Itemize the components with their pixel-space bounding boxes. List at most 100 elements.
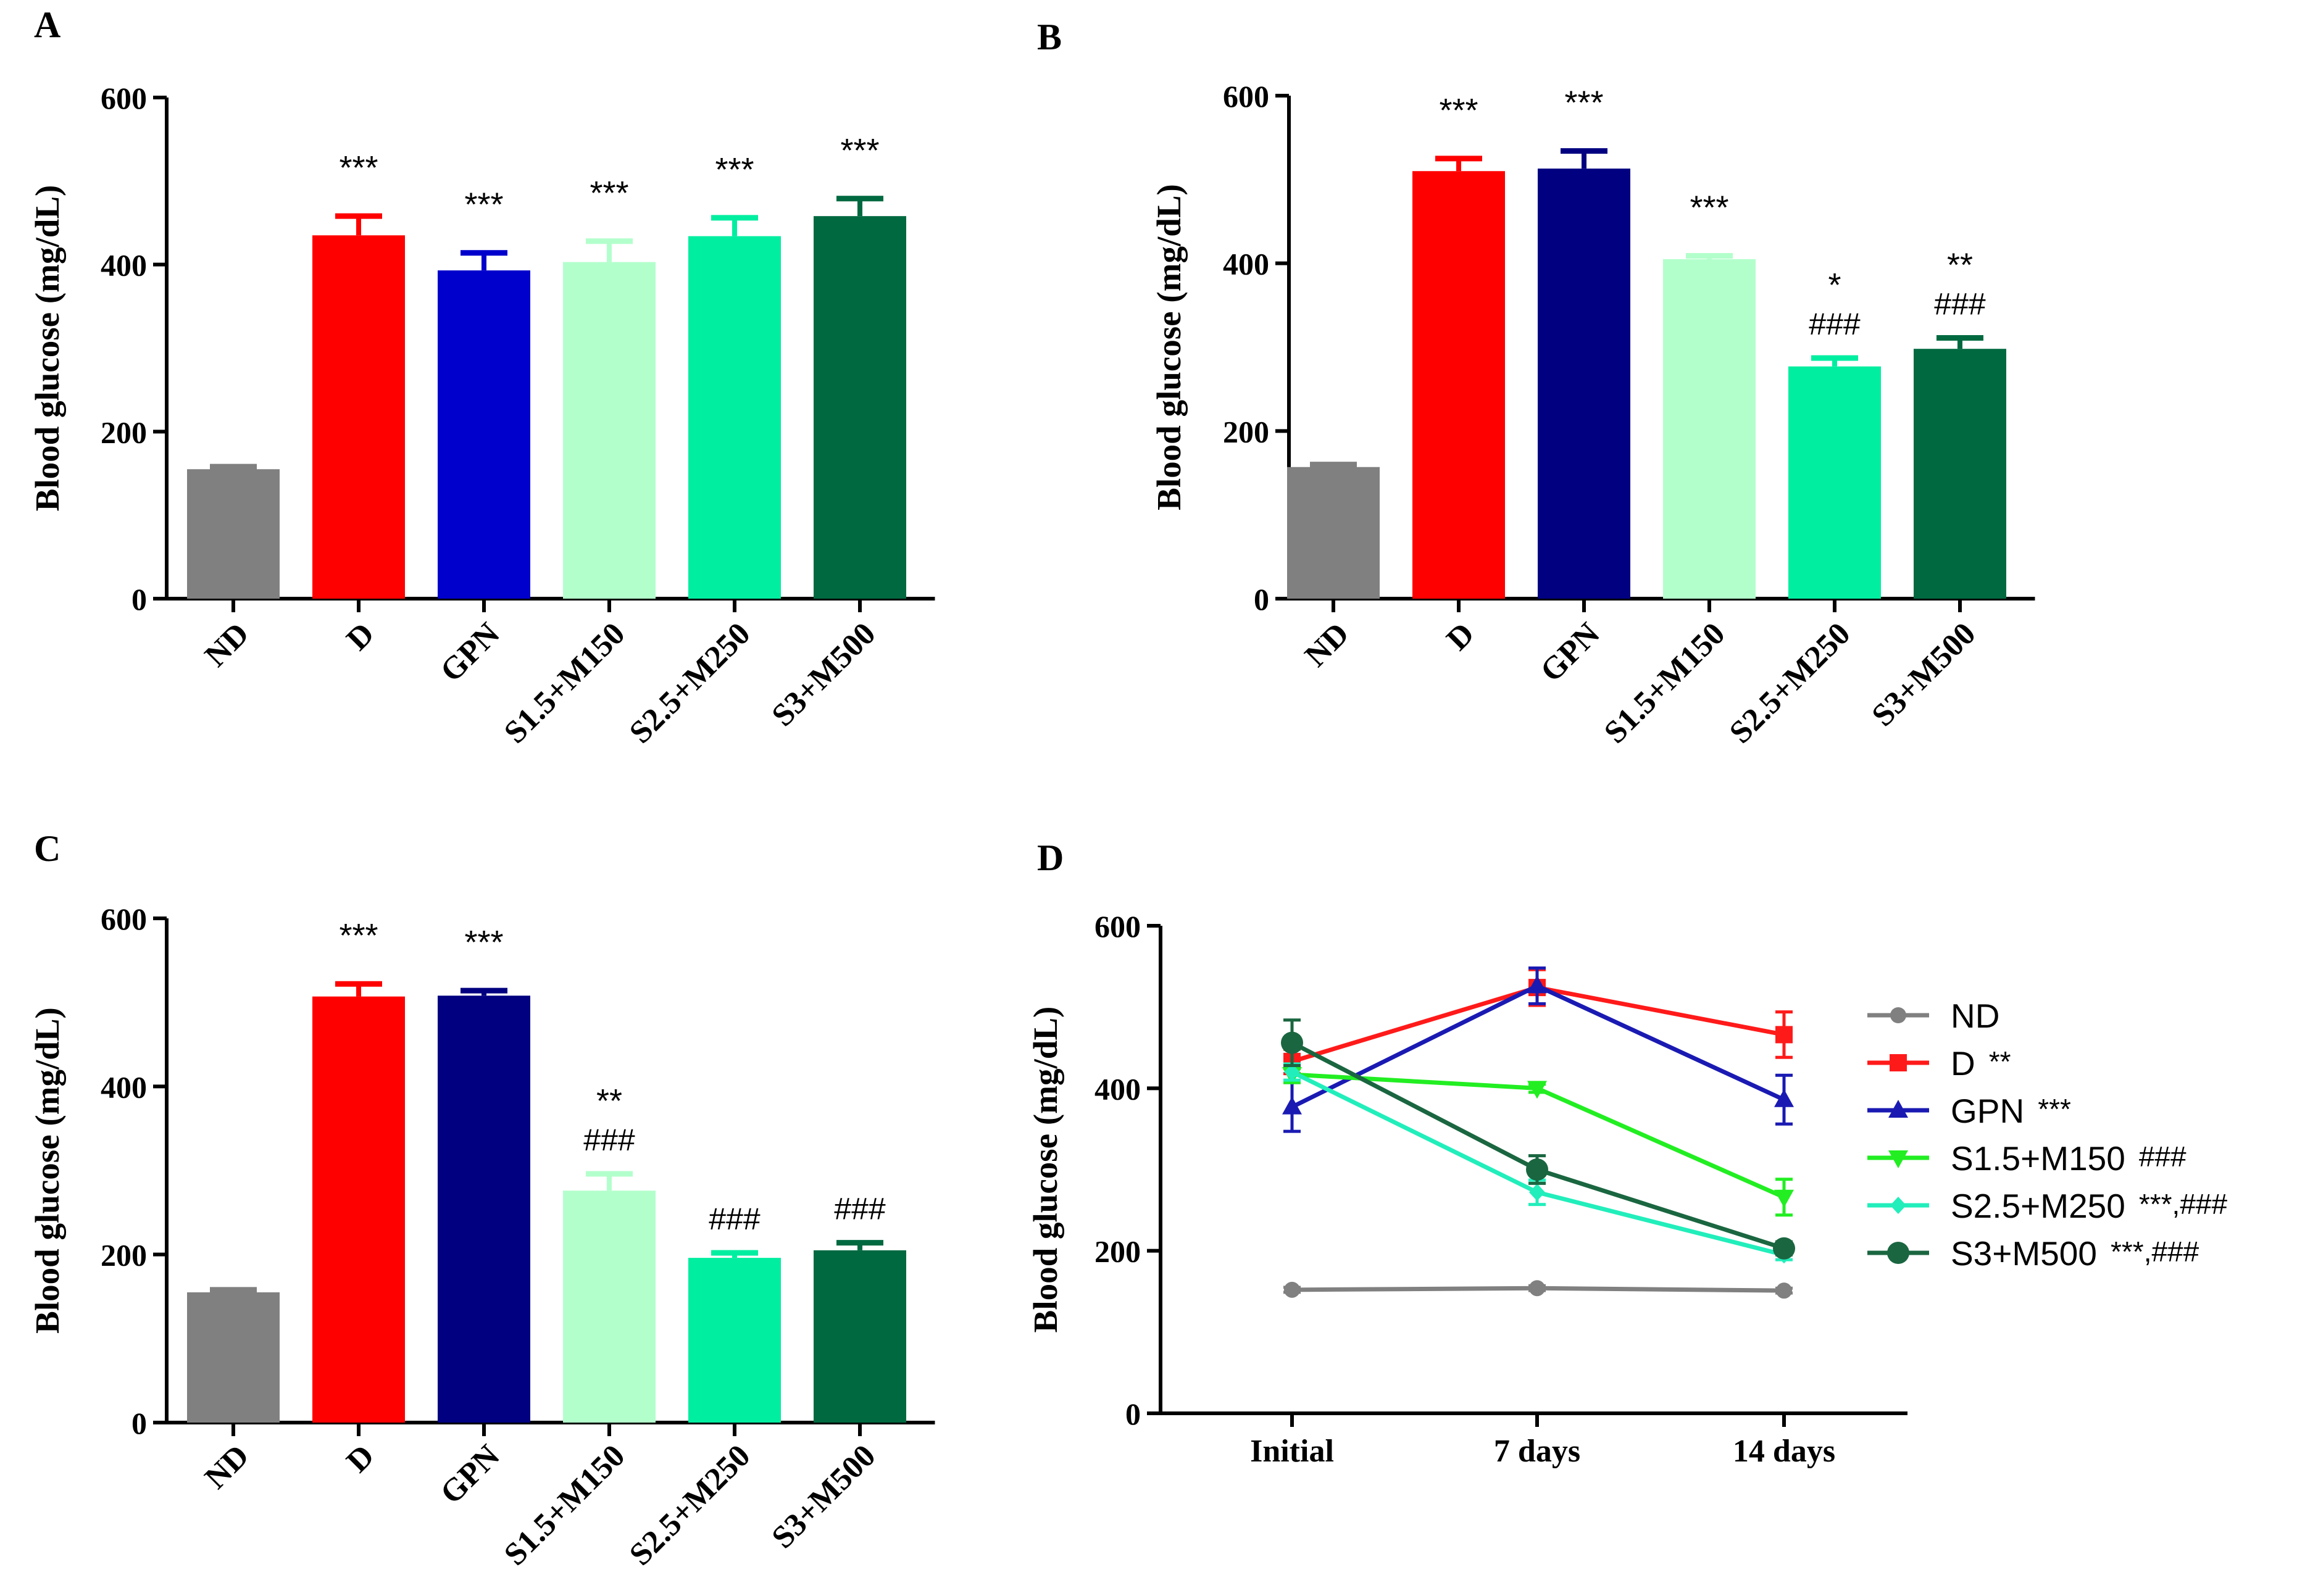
panel-c-bar-d	[312, 996, 405, 1423]
panel-a: A 0 200 400 600 Blood glucose (mg/dL) ND D *** G…	[28, 4, 935, 750]
panel-a-sig-star-s2-5-m250: ***	[715, 151, 754, 188]
panel-b-sig-star-s2-5-m250: *	[1828, 267, 1841, 304]
panel-d-legend-sig-gpn: ***	[2038, 1093, 2071, 1125]
panel-d-y-tick-label: 400	[1094, 1071, 1141, 1106]
panel-d-x-label-initial: Initial	[1250, 1434, 1334, 1469]
panel-b-sig-star-d: ***	[1439, 92, 1478, 129]
panel-a-bar-s2-5-m250	[688, 236, 781, 599]
panel-d-point-gpn	[1282, 1096, 1302, 1115]
panel-b-bar-s1-5-m150	[1663, 259, 1756, 599]
panel-b-sig-hash-s2-5-m250: ###	[1809, 307, 1861, 341]
panel-d-point-gpn	[1774, 1089, 1794, 1107]
panel-b-y-tick-label: 400	[1223, 247, 1269, 281]
panel-a-bar-s3-m500	[814, 216, 906, 599]
panel-d-series-gpn	[1282, 966, 1794, 1133]
panel-c-bar-s3-m500	[814, 1250, 906, 1423]
panel-d-legend-sig-s3-m500: ***,###	[2111, 1236, 2199, 1268]
panel-a-sig-star-d: ***	[339, 149, 378, 186]
panel-b-x-label-s1-5-m150: S1.5+M150	[1598, 616, 1732, 750]
panel-b-bar-nd	[1287, 467, 1380, 599]
panel-d-line-s3-m500	[1291, 1041, 1785, 1251]
panel-c-bar-gpn	[438, 995, 530, 1423]
panel-d-series-s3-m500	[1281, 1018, 1795, 1260]
panel-a-y-tick-label: 200	[101, 415, 147, 449]
panel-d: D 0 200 400 600 Blood glucose (mg/dL) Initial…	[1027, 837, 2227, 1469]
panel-d-legend-name-gpn: GPN	[1951, 1092, 2024, 1130]
panel-d-legend-label-s3-m500: S3+M500 ***,###	[1951, 1234, 2199, 1273]
panel-c-x-label-s1-5-m150: S1.5+M150	[498, 1438, 632, 1573]
panel-b-bar-gpn	[1538, 168, 1630, 599]
panel-c-y-tick-label: 0	[131, 1406, 147, 1440]
panel-c-sig-hash-s3-m500: ###	[834, 1192, 886, 1226]
panel-c-bar-nd	[187, 1292, 280, 1423]
panel-b-y-tick-label: 200	[1223, 414, 1269, 449]
panel-d-x-label-14-days: 14 days	[1733, 1434, 1835, 1469]
panel-b-sig-star-gpn: ***	[1564, 85, 1603, 122]
panel-d-point-s3-m500	[1281, 1031, 1303, 1054]
panel-b-sig-hash-s3-m500: ###	[1934, 287, 1986, 322]
panel-c-y-tick-label: 600	[101, 902, 147, 936]
panel-c-y-axis-label: Blood glucose (mg/dL)	[28, 1007, 66, 1334]
panel-a-sig-star-s3-m500: ***	[840, 132, 879, 169]
panel-d-point-nd	[1284, 1281, 1300, 1298]
panel-a-x-label-s1-5-m150: S1.5+M150	[498, 616, 632, 750]
panel-c-x-label-gpn: GPN	[434, 1438, 507, 1511]
panel-b-x-label-gpn: GPN	[1534, 616, 1607, 689]
panel-d-letter: D	[1037, 837, 1064, 878]
panel-a-bar-s1-5-m150	[563, 262, 656, 599]
panel-b-y-axis-label: Blood glucose (mg/dL)	[1150, 184, 1188, 510]
panel-c-y-tick-label: 200	[101, 1238, 147, 1273]
panel-a-y-tick-label: 400	[101, 248, 147, 283]
panel-a-sig-star-s1-5-m150: ***	[590, 175, 628, 212]
panel-d-legend-label-s1-5-m150: S1.5+M150 ###	[1951, 1139, 2187, 1178]
panel-a-y-axis-label: Blood glucose (mg/dL)	[28, 185, 66, 512]
panel-b-y-tick-label: 600	[1223, 79, 1269, 114]
panel-d-point-nd	[1776, 1282, 1792, 1299]
panel-d-legend-sig-s1-5-m150: ###	[2139, 1141, 2187, 1173]
panel-b-bar-d	[1412, 171, 1505, 599]
panel-c-x-label-s3-m500: S3+M500	[765, 1438, 883, 1555]
panel-b-x-label-d: D	[1440, 616, 1482, 657]
panel-d-y-tick-label: 600	[1094, 909, 1141, 944]
panel-c-bar-s2-5-m250	[688, 1258, 781, 1423]
panel-d-y-tick-label: 0	[1125, 1397, 1141, 1431]
panel-a-sig-star-gpn: ***	[464, 186, 503, 223]
panel-c-x-label-d: D	[340, 1438, 381, 1479]
panel-a-x-label-s3-m500: S3+M500	[765, 616, 883, 733]
panel-d-point-s3-m500	[1773, 1237, 1795, 1260]
panel-a-x-label-gpn: GPN	[434, 616, 507, 689]
panel-b-x-label-s3-m500: S3+M500	[1866, 616, 1983, 733]
panel-c-x-label-s2-5-m250: S2.5+M250	[623, 1438, 757, 1573]
panel-c-sig-star-gpn: ***	[464, 924, 503, 961]
panel-b-sig-star-s1-5-m150: ***	[1690, 189, 1728, 226]
panel-d-legend-label-gpn: GPN ***	[1951, 1092, 2071, 1130]
panel-d-point-s1-5-m150	[1527, 1081, 1547, 1099]
panel-d-legend-marker-s2-5-m250	[1890, 1197, 1906, 1214]
panel-b-letter: B	[1037, 17, 1062, 57]
panel-a-y-tick-label: 0	[131, 582, 147, 617]
panel-d-legend-entry-s2-5-m250: S2.5+M250 ***,###	[1867, 1187, 2227, 1225]
panel-c-sig-star-s1-5-m150: **	[596, 1083, 622, 1120]
panel-d-point-s1-5-m150	[1774, 1189, 1794, 1208]
panel-b-bar-s2-5-m250	[1788, 366, 1881, 599]
panel-b-y-tick-label: 0	[1254, 582, 1269, 617]
panel-c-sig-hash-s2-5-m250: ###	[709, 1202, 761, 1236]
panel-d-x-label-7-days: 7 days	[1494, 1434, 1580, 1469]
panel-d-legend-name-d: D	[1951, 1044, 1975, 1083]
panel-a-x-label-s2-5-m250: S2.5+M250	[623, 616, 757, 750]
panel-c-bar-s1-5-m150	[563, 1191, 656, 1423]
panel-d-series-nd	[1283, 1280, 1793, 1299]
panel-c-sig-star-d: ***	[339, 917, 378, 954]
panel-d-legend-entry-s3-m500: S3+M500 ***,###	[1867, 1234, 2199, 1273]
panel-d-y-tick-label: 200	[1094, 1234, 1141, 1269]
panel-d-legend-entry-gpn: GPN ***	[1867, 1092, 2071, 1130]
panel-a-x-label-d: D	[340, 616, 381, 657]
panel-a-bar-d	[312, 235, 405, 599]
panel-d-legend-name-nd: ND	[1951, 997, 1999, 1035]
panel-d-legend-label-nd: ND	[1951, 997, 1999, 1035]
panel-d-point-gpn	[1527, 975, 1547, 994]
panel-c-y-tick-label: 400	[101, 1070, 147, 1104]
panel-d-y-axis-label: Blood glucose (mg/dL)	[1027, 1007, 1064, 1333]
